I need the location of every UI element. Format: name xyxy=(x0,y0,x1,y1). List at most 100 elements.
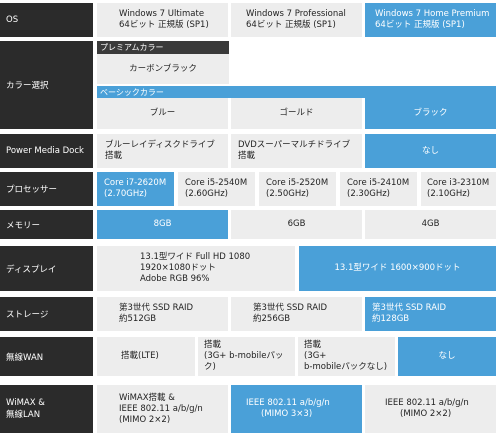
storage-option-128gb-line2: 約128GB xyxy=(372,314,410,324)
storage-option-512gb[interactable]: 第3世代 SSD RAID 約512GB xyxy=(97,297,228,331)
display-option-fullhd-line1: 13.1型ワイド Full HD 1080 xyxy=(140,252,251,262)
storage-row: ストレージ 第3世代 SSD RAID 約512GB 第3世代 SSD RAID… xyxy=(0,297,500,331)
color-option-gold-label: ゴールド xyxy=(279,108,314,118)
premium-color-header: プレミアムカラー xyxy=(97,41,229,54)
memory-label: メモリー xyxy=(0,210,93,239)
display-label: ディスプレイ xyxy=(0,246,93,291)
cpu-option-i3-2310m[interactable]: Core i3-2310M (2.10GHz) xyxy=(421,172,496,206)
dock-option-dvd-line1: DVDスーパーマルチドライブ xyxy=(238,140,351,150)
cpu-option-i5-2410m[interactable]: Core i5-2410M (2.30GHz) xyxy=(340,172,417,206)
cpu-row: プロセッサー Core i7-2620M (2.70GHz) Core i5-2… xyxy=(0,172,500,206)
wan-option-none-label: なし xyxy=(438,351,456,361)
memory-option-8gb[interactable]: 8GB xyxy=(97,210,228,239)
storage-option-512gb-line1: 第3世代 SSD RAID xyxy=(119,303,194,313)
os-option-ultimate[interactable]: Windows 7 Ultimate 64ビット 正規版 (SP1) xyxy=(97,3,228,37)
os-option-ultimate-line2: 64ビット 正規版 (SP1) xyxy=(119,20,209,30)
wimax-label-line1: WiMAX & xyxy=(6,398,45,408)
cpu-option-i5-2410m-line2: (2.30GHz) xyxy=(347,189,390,199)
cpu-option-i5-2540m-line1: Core i5-2540M xyxy=(185,178,248,188)
cpu-option-i5-2540m[interactable]: Core i5-2540M (2.60GHz) xyxy=(178,172,255,206)
memory-option-4gb[interactable]: 4GB xyxy=(365,210,496,239)
dock-option-none-label: なし xyxy=(421,145,439,156)
memory-row: メモリー 8GB 6GB 4GB xyxy=(0,210,500,239)
dock-option-none[interactable]: なし xyxy=(365,134,496,168)
wan-option-3g-nopack-line2: (3G+ xyxy=(304,351,327,361)
os-option-ultimate-line1: Windows 7 Ultimate xyxy=(119,9,205,19)
storage-option-256gb-line2: 約256GB xyxy=(253,314,291,324)
wan-row: 無線WAN 搭載(LTE) 搭載 (3G+ b-mobileパック) 搭載 (3… xyxy=(0,337,500,376)
wan-option-3g-nopack-line1: 搭載 xyxy=(304,340,322,350)
os-option-professional-line2: 64ビット 正規版 (SP1) xyxy=(246,20,336,30)
cpu-option-i5-2540m-line2: (2.60GHz) xyxy=(185,189,228,199)
memory-option-8gb-label: 8GB xyxy=(153,219,172,229)
display-option-fullhd-line2: 1920×1080ドット xyxy=(140,263,216,273)
cpu-label: プロセッサー xyxy=(0,172,93,206)
os-option-professional[interactable]: Windows 7 Professional 64ビット 正規版 (SP1) xyxy=(231,3,362,37)
display-option-hdplus[interactable]: 13.1型ワイド 1600×900ドット xyxy=(299,246,496,291)
dock-label: Power Media Dock xyxy=(0,134,93,168)
color-option-blue-label: ブルー xyxy=(149,108,176,118)
wimax-option-mimo3x3[interactable]: IEEE 802.11 a/b/g/n (MIMO 3×3) xyxy=(231,385,362,433)
display-row: ディスプレイ 13.1型ワイド Full HD 1080 1920×1080ドッ… xyxy=(0,246,500,291)
cpu-option-i5-2520m-line1: Core i5-2520M xyxy=(266,178,329,188)
cpu-option-i5-2410m-line1: Core i5-2410M xyxy=(347,178,410,188)
wan-option-3g-nopack[interactable]: 搭載 (3G+ b-mobileパックなし) xyxy=(298,337,395,376)
storage-option-256gb[interactable]: 第3世代 SSD RAID 約256GB xyxy=(231,297,362,331)
wan-option-3g-pack[interactable]: 搭載 (3G+ b-mobileパック) xyxy=(198,337,295,376)
storage-label: ストレージ xyxy=(0,297,93,331)
wimax-option-wimax-lan-line2: IEEE 802.11 a/b/g/n xyxy=(119,403,203,414)
storage-option-256gb-line1: 第3世代 SSD RAID xyxy=(253,303,328,313)
cpu-option-i7-2620m-line1: Core i7-2620M xyxy=(104,178,167,188)
storage-option-128gb-line1: 第3世代 SSD RAID xyxy=(372,303,447,313)
color-row: カラー選択 プレミアムカラー カーボンブラック ベーシックカラー ブルー ゴール… xyxy=(0,41,500,129)
cpu-option-i7-2620m[interactable]: Core i7-2620M (2.70GHz) xyxy=(97,172,174,206)
dock-option-bluray-line2: 搭載 xyxy=(105,151,123,161)
wimax-option-mimo2x2[interactable]: IEEE 802.11 a/b/g/n (MIMO 2×2) xyxy=(365,385,496,433)
color-option-carbon-black-label: カーボンブラック xyxy=(129,63,197,74)
storage-option-128gb[interactable]: 第3世代 SSD RAID 約128GB xyxy=(365,297,496,331)
cpu-option-i5-2520m[interactable]: Core i5-2520M (2.50GHz) xyxy=(259,172,336,206)
os-option-professional-line1: Windows 7 Professional xyxy=(246,9,346,19)
wan-label: 無線WAN xyxy=(0,337,93,376)
os-option-home-premium-line2: 64ビット 正規版 (SP1) xyxy=(375,20,465,30)
color-option-carbon-black[interactable]: カーボンブラック xyxy=(97,54,229,84)
cpu-option-i3-2310m-line2: (2.10GHz) xyxy=(427,189,470,199)
cpu-option-i7-2620m-line2: (2.70GHz) xyxy=(104,189,147,199)
memory-option-4gb-label: 4GB xyxy=(421,219,440,229)
os-label: OS xyxy=(0,3,93,37)
dock-option-dvd-line2: 搭載 xyxy=(238,151,256,161)
dock-option-dvd[interactable]: DVDスーパーマルチドライブ 搭載 xyxy=(231,134,362,168)
wimax-option-mimo3x3-line2: (MIMO 3×3) xyxy=(261,409,313,419)
memory-option-6gb[interactable]: 6GB xyxy=(231,210,362,239)
storage-option-512gb-line2: 約512GB xyxy=(119,314,157,324)
wan-option-3g-pack-line2: (3G+ b-mobileパック) xyxy=(204,351,284,372)
os-option-home-premium-line1: Windows 7 Home Premium xyxy=(375,9,490,19)
dock-option-bluray[interactable]: ブルーレイディスクドライブ 搭載 xyxy=(97,134,228,168)
wan-option-none[interactable]: なし xyxy=(398,337,496,376)
os-row: OS Windows 7 Ultimate 64ビット 正規版 (SP1) Wi… xyxy=(0,3,500,37)
color-option-gold[interactable]: ゴールド xyxy=(231,98,362,129)
os-option-home-premium[interactable]: Windows 7 Home Premium 64ビット 正規版 (SP1) xyxy=(365,3,496,37)
wimax-option-wimax-lan[interactable]: WiMAX搭載 & IEEE 802.11 a/b/g/n (MIMO 2×2) xyxy=(97,385,228,433)
wimax-row: WiMAX & 無線LAN WiMAX搭載 & IEEE 802.11 a/b/… xyxy=(0,385,500,433)
wan-option-3g-nopack-line3: b-mobileパックなし) xyxy=(304,362,388,372)
color-option-black[interactable]: ブラック xyxy=(365,98,496,129)
dock-row: Power Media Dock ブルーレイディスクドライブ 搭載 DVDスーパ… xyxy=(0,134,500,168)
wimax-option-mimo2x2-line1: IEEE 802.11 a/b/g/n xyxy=(385,398,469,408)
wan-option-lte[interactable]: 搭載(LTE) xyxy=(97,337,195,376)
wimax-option-wimax-lan-line3: (MIMO 2×2) xyxy=(119,414,171,425)
memory-option-6gb-label: 6GB xyxy=(287,219,306,229)
dock-option-bluray-line1: ブルーレイディスクドライブ xyxy=(105,140,215,150)
color-option-blue[interactable]: ブルー xyxy=(97,98,228,129)
color-label: カラー選択 xyxy=(0,41,93,129)
basic-color-header: ベーシックカラー xyxy=(97,86,496,98)
wimax-option-mimo2x2-line2: (MIMO 2×2) xyxy=(400,409,452,419)
cpu-option-i5-2520m-line2: (2.50GHz) xyxy=(266,189,309,199)
display-option-hdplus-label: 13.1型ワイド 1600×900ドット xyxy=(334,263,461,273)
wimax-option-mimo3x3-line1: IEEE 802.11 a/b/g/n xyxy=(246,398,330,408)
display-option-fullhd[interactable]: 13.1型ワイド Full HD 1080 1920×1080ドット Adobe… xyxy=(97,246,295,291)
wimax-option-wimax-lan-line1: WiMAX搭載 & xyxy=(119,392,175,403)
wimax-label-line2: 無線LAN xyxy=(6,410,41,420)
wan-option-lte-label: 搭載(LTE) xyxy=(121,351,159,361)
display-option-fullhd-line3: Adobe RGB 96% xyxy=(140,274,210,284)
